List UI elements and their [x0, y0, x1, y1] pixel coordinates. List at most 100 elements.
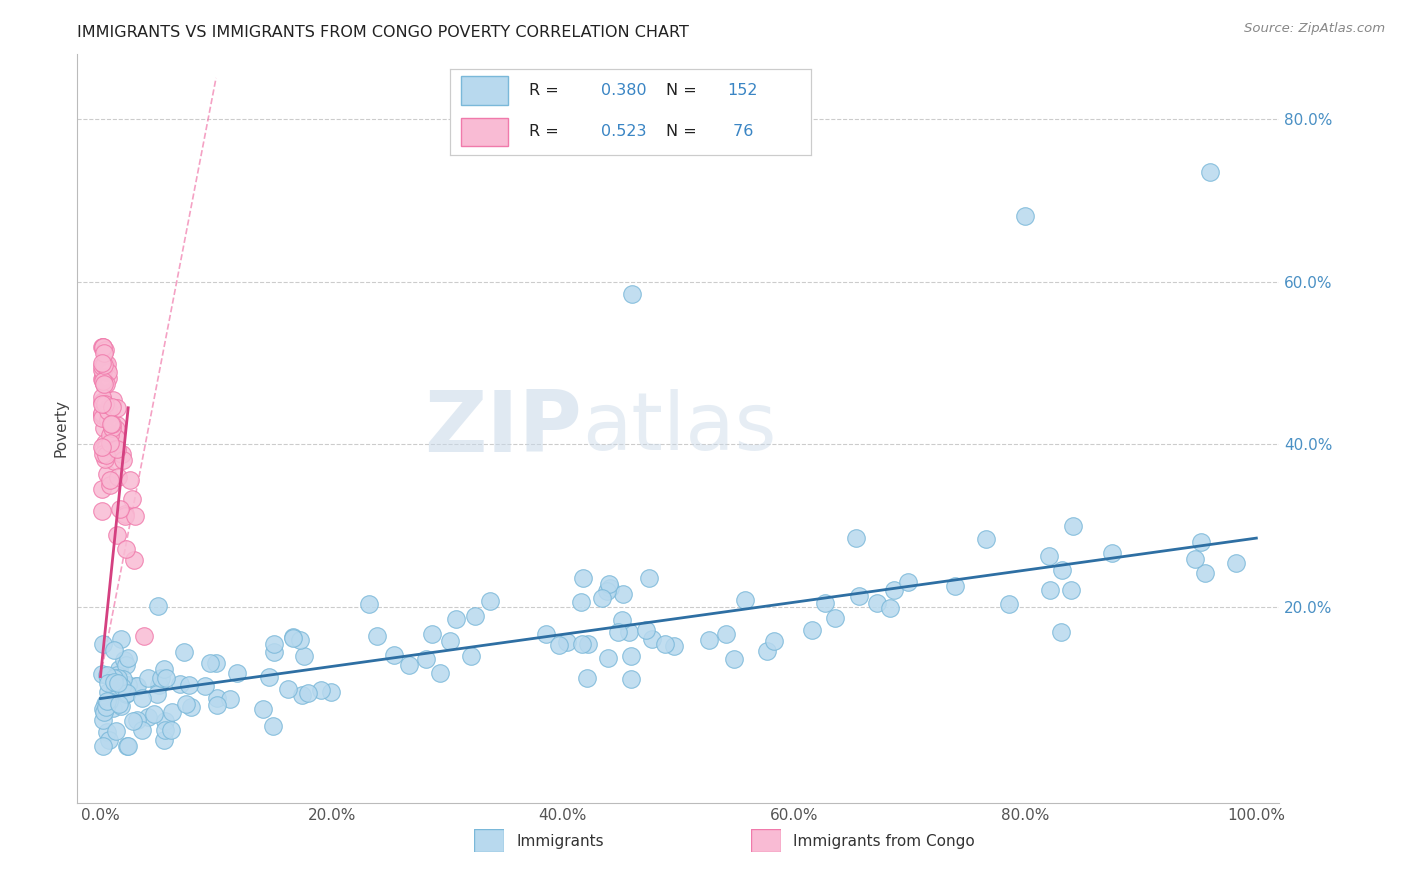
Point: [98, 474, 121, 488]
Point: [479, 594, 502, 608]
Point: [576, 637, 599, 651]
Point: [98, 733, 121, 747]
Point: [204, 656, 226, 670]
Point: [93, 705, 115, 719]
Point: [155, 671, 177, 685]
Text: Immigrants: Immigrants: [516, 834, 603, 849]
Point: [121, 491, 143, 506]
Point: [100, 439, 122, 453]
Point: [548, 638, 571, 652]
Point: [91, 364, 114, 378]
Point: [146, 599, 169, 614]
Point: [105, 431, 128, 445]
Point: [612, 587, 634, 601]
Y-axis label: Poverty: Poverty: [53, 399, 69, 458]
Point: [117, 739, 139, 753]
Text: ZIP: ZIP: [425, 386, 582, 470]
Point: [596, 651, 619, 665]
Point: [636, 623, 658, 637]
Point: [90, 482, 112, 496]
Point: [103, 454, 125, 468]
Point: [193, 679, 215, 693]
Point: [382, 648, 405, 662]
Point: [1184, 551, 1206, 566]
Point: [160, 706, 183, 720]
Point: [98, 694, 121, 708]
Point: [90, 395, 112, 409]
Point: [98, 478, 121, 492]
Point: [824, 611, 846, 625]
Point: [90, 356, 112, 370]
Point: [117, 650, 139, 665]
Point: [105, 528, 128, 542]
Point: [591, 591, 613, 605]
Point: [115, 657, 138, 672]
Point: [103, 672, 125, 686]
Point: [107, 662, 129, 676]
Point: [115, 541, 138, 556]
Point: [149, 671, 172, 685]
Point: [263, 645, 285, 659]
Point: [110, 698, 132, 713]
Point: [107, 697, 129, 711]
Point: [122, 552, 145, 566]
Point: [91, 702, 114, 716]
Point: [879, 601, 901, 615]
Point: [297, 686, 319, 700]
Point: [93, 377, 115, 392]
Point: [756, 644, 779, 658]
Point: [136, 710, 159, 724]
Text: atlas: atlas: [582, 389, 776, 467]
Point: [142, 707, 165, 722]
Point: [96, 467, 118, 481]
Point: [104, 431, 127, 445]
Point: [1225, 556, 1247, 570]
Point: [943, 579, 966, 593]
Point: [598, 576, 620, 591]
Point: [100, 417, 122, 431]
Point: [107, 673, 129, 688]
Point: [97, 404, 120, 418]
Point: [96, 724, 118, 739]
Point: [114, 688, 136, 702]
Point: [114, 507, 136, 521]
Point: [225, 666, 247, 681]
Point: [97, 675, 120, 690]
Point: [93, 421, 115, 435]
Point: [96, 668, 118, 682]
Point: [96, 448, 118, 462]
Point: [415, 651, 437, 665]
Point: [91, 369, 114, 384]
Point: [1189, 535, 1212, 549]
Point: [90, 359, 112, 373]
Point: [169, 676, 191, 690]
Point: [114, 508, 136, 523]
Point: [125, 714, 148, 728]
Point: [610, 613, 633, 627]
Point: [110, 680, 132, 694]
Point: [620, 648, 643, 663]
Point: [110, 447, 132, 461]
Point: [575, 671, 598, 685]
Point: [897, 574, 920, 589]
Point: [252, 701, 274, 715]
Point: [155, 714, 177, 729]
Point: [96, 358, 118, 372]
Point: [91, 374, 114, 388]
Point: [1038, 549, 1060, 563]
Point: [1060, 582, 1083, 597]
Point: [90, 406, 112, 420]
Point: [104, 685, 127, 699]
Point: [997, 597, 1019, 611]
Point: [94, 343, 117, 358]
Point: [1014, 210, 1036, 224]
Point: [714, 627, 737, 641]
Point: [263, 637, 285, 651]
Point: [595, 584, 617, 599]
Point: [607, 624, 630, 639]
Point: [276, 681, 298, 696]
Point: [557, 635, 579, 649]
Point: [97, 371, 120, 385]
Point: [98, 427, 121, 442]
Text: Source: ZipAtlas.com: Source: ZipAtlas.com: [1244, 22, 1385, 36]
